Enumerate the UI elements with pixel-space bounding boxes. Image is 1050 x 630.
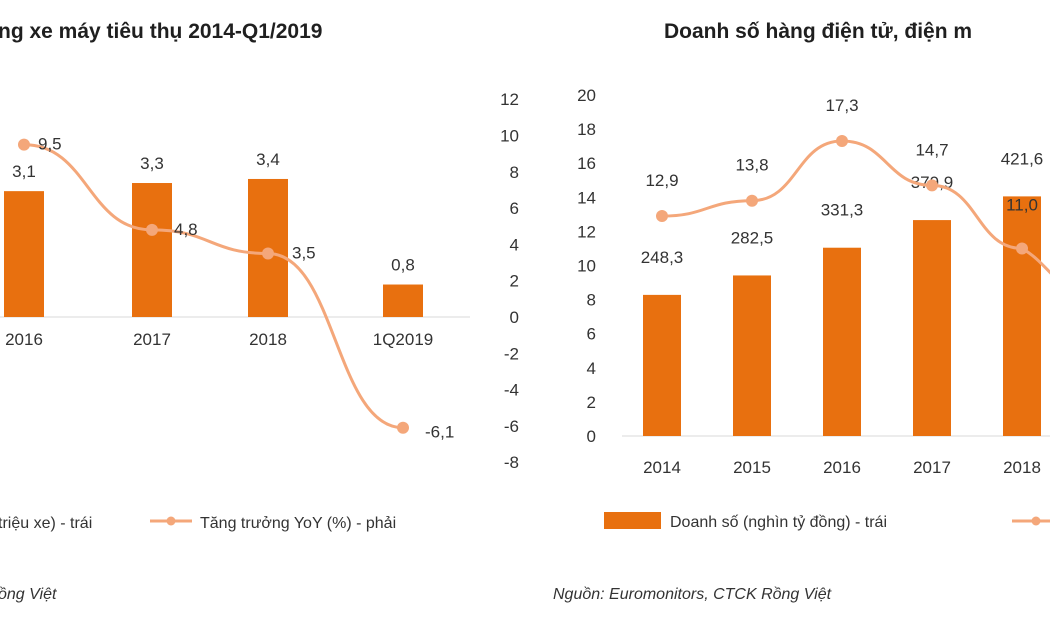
chart-motorbike: ng xe máy tiêu thụ 2014-Q1/2019 3,1 3,3 … bbox=[0, 20, 519, 603]
chart2-y-tick: 20 bbox=[577, 86, 596, 105]
chart2-y-tick: 10 bbox=[577, 257, 596, 276]
chart2-source: Nguồn: Euromonitors, CTCK Rồng Việt bbox=[553, 586, 832, 603]
chart2-line-label: 14,7 bbox=[915, 140, 948, 159]
chart1-legend-line-marker bbox=[166, 516, 176, 526]
chart1-bar bbox=[4, 191, 44, 317]
chart1-y-tick: -8 bbox=[504, 453, 519, 472]
chart2-legend-line-marker bbox=[1031, 516, 1041, 526]
chart1-title: ng xe máy tiêu thụ 2014-Q1/2019 bbox=[0, 20, 322, 43]
chart2-y-tick: 8 bbox=[587, 291, 596, 310]
chart1-growth-point bbox=[146, 223, 158, 236]
chart2-bar-label: 331,3 bbox=[821, 201, 864, 220]
chart2-bar bbox=[733, 275, 771, 436]
chart-electronics: Doanh số hàng điện tử, điện m 20 18 16 1… bbox=[553, 20, 1050, 603]
chart2-growth-point bbox=[656, 210, 668, 223]
chart2-y-tick: 6 bbox=[587, 325, 596, 344]
chart1-y-tick: -2 bbox=[504, 344, 519, 363]
chart1-source: ồng Việt bbox=[0, 586, 57, 603]
chart1-legend-line-label: Tăng trưởng YoY (%) - phải bbox=[200, 515, 396, 532]
chart2-bar-label: 248,3 bbox=[641, 248, 684, 267]
chart2-line-label: 12,9 bbox=[645, 171, 678, 190]
chart2-legend-bar-label: Doanh số (nghìn tỷ đồng) - trái bbox=[670, 514, 887, 531]
chart1-y-tick: 10 bbox=[500, 127, 519, 146]
chart1-bar bbox=[132, 183, 172, 317]
chart1-bar bbox=[383, 284, 423, 317]
chart2-x-tick: 2015 bbox=[733, 458, 771, 477]
chart1-growth-point bbox=[18, 138, 30, 151]
chart2-bar bbox=[823, 247, 861, 436]
chart2-y-tick: 12 bbox=[577, 222, 596, 241]
chart2-x-tick: 2018 bbox=[1003, 458, 1041, 477]
chart2-line-label: 13,8 bbox=[735, 156, 768, 175]
chart1-y-tick: 4 bbox=[510, 235, 519, 254]
chart1-growth-points bbox=[18, 138, 409, 434]
chart2-x-tick: 2017 bbox=[913, 458, 951, 477]
chart1-line-label: -6,1 bbox=[425, 423, 454, 442]
chart1-y-tick: 8 bbox=[510, 163, 519, 182]
chart1-y-tick: 12 bbox=[500, 90, 519, 109]
chart1-bars bbox=[4, 178, 423, 317]
chart2-y-tick: 0 bbox=[587, 427, 596, 446]
chart2-x-tick: 2016 bbox=[823, 458, 861, 477]
chart2-growth-point bbox=[926, 179, 938, 192]
chart1-bar-label: 3,3 bbox=[140, 154, 164, 173]
chart2-y-tick: 2 bbox=[587, 393, 596, 412]
chart1-growth-point bbox=[262, 247, 274, 260]
chart2-bar bbox=[1003, 196, 1041, 436]
chart1-line-label: 3,5 bbox=[292, 243, 316, 262]
chart2-line-labels: 12,9 13,8 17,3 14,7 11,0 bbox=[645, 96, 1037, 214]
chart1-bar-label: 0,8 bbox=[391, 256, 415, 275]
chart2-growth-point bbox=[836, 135, 848, 148]
chart2-y-tick: 16 bbox=[577, 154, 596, 173]
chart2-y-tick: 4 bbox=[587, 359, 596, 378]
chart1-growth-point bbox=[397, 421, 409, 434]
chart2-growth-point bbox=[1016, 242, 1028, 255]
chart1-y-tick: 2 bbox=[510, 272, 519, 291]
chart2-x-axis: 2014 2015 2016 2017 2018 bbox=[643, 458, 1041, 477]
chart1-y-tick: 0 bbox=[510, 308, 519, 327]
chart1-line-label: 9,5 bbox=[38, 135, 62, 154]
chart2-x-tick: 2014 bbox=[643, 458, 681, 477]
chart1-x-tick: 1Q2019 bbox=[373, 330, 434, 349]
chart2-bar-label: 421,6 bbox=[1001, 149, 1044, 168]
chart1-y-tick: -6 bbox=[504, 417, 519, 436]
chart2-line-label: 17,3 bbox=[825, 96, 858, 115]
chart1-y-tick: -4 bbox=[504, 381, 519, 400]
chart2-bars bbox=[643, 196, 1041, 436]
chart1-line-label: 4,8 bbox=[174, 220, 198, 239]
chart1-legend: triệu xe) - trái Tăng trưởng YoY (%) - p… bbox=[0, 515, 396, 532]
chart1-legend-bar-label: triệu xe) - trái bbox=[0, 515, 92, 532]
chart2-growth-point bbox=[746, 194, 758, 207]
chart2-y-tick: 18 bbox=[577, 120, 596, 139]
chart1-y-tick: 6 bbox=[510, 199, 519, 218]
chart2-bar bbox=[643, 294, 681, 436]
chart1-growth-line bbox=[23, 143, 404, 430]
chart2-y-tick: 14 bbox=[577, 188, 596, 207]
chart2-legend-bar-swatch bbox=[604, 512, 661, 529]
chart2-legend: Doanh số (nghìn tỷ đồng) - trái bbox=[604, 512, 1050, 531]
chart2-line-label: 11,0 bbox=[1006, 195, 1038, 214]
chart1-bar-labels: 3,1 3,3 3,4 0,8 bbox=[12, 150, 415, 275]
chart2-bar-label: 282,5 bbox=[731, 228, 774, 247]
chart1-x-tick: 2017 bbox=[133, 330, 171, 349]
chart1-x-axis: 2016 2017 2018 1Q2019 bbox=[5, 330, 433, 349]
chart2-left-axis: 20 18 16 14 12 10 8 6 4 2 0 bbox=[577, 86, 596, 446]
chart1-right-axis: 12 10 8 6 4 2 0 -2 -4 -6 -8 bbox=[500, 90, 519, 472]
chart2-bar bbox=[913, 220, 951, 436]
chart1-bar-label: 3,4 bbox=[256, 150, 280, 169]
chart1-bar-label: 3,1 bbox=[12, 162, 36, 181]
chart1-line-labels: 9,5 4,8 3,5 -6,1 bbox=[38, 135, 454, 442]
chart1-x-tick: 2018 bbox=[249, 330, 287, 349]
chart2-title: Doanh số hàng điện tử, điện m bbox=[664, 20, 972, 43]
chart2-growth-points bbox=[656, 135, 1028, 255]
chart1-x-tick: 2016 bbox=[5, 330, 43, 349]
